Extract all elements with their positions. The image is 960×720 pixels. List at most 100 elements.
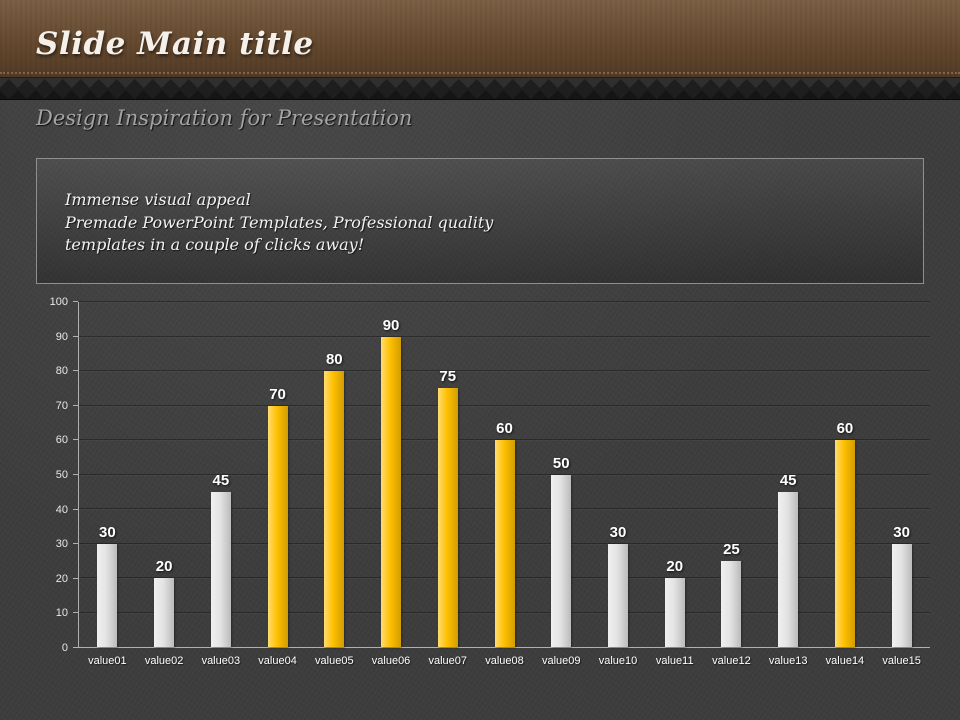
category-label: value03 bbox=[201, 655, 241, 667]
category-label: value09 bbox=[541, 655, 581, 667]
bar bbox=[834, 440, 855, 647]
bar bbox=[210, 491, 231, 647]
bar-column: 60 bbox=[817, 302, 874, 647]
gridline bbox=[79, 439, 930, 440]
textbox-line: Premade PowerPoint Templates, Profession… bbox=[65, 212, 494, 232]
y-tick-mark bbox=[73, 508, 78, 510]
category-label: value02 bbox=[144, 655, 184, 667]
category-label: value12 bbox=[712, 655, 751, 667]
y-tick-label: 100 bbox=[49, 296, 68, 308]
y-tick-label: 90 bbox=[55, 330, 68, 343]
bar bbox=[721, 560, 742, 647]
y-tick-mark bbox=[73, 577, 78, 579]
y-tick-label: 20 bbox=[55, 572, 68, 585]
y-tick-mark bbox=[73, 301, 78, 302]
y-tick-mark bbox=[73, 647, 78, 648]
bar-column: 45 bbox=[192, 302, 249, 647]
bar-chart: 0 10 20 30 40 50 60 70 80 90 100 30 20 45 70 80 90 75 60 5… bbox=[40, 296, 930, 667]
bar bbox=[437, 388, 458, 647]
bar-value-label: 30 bbox=[99, 523, 116, 541]
bar-column: 20 bbox=[646, 302, 703, 647]
category-label: value05 bbox=[315, 655, 354, 667]
bar-value-label: 25 bbox=[723, 540, 740, 558]
y-tick-mark bbox=[73, 335, 78, 337]
gridline bbox=[79, 404, 930, 406]
bar-value-label: 75 bbox=[439, 368, 457, 386]
y-tick-label: 0 bbox=[61, 642, 68, 654]
bar-column: 30 bbox=[79, 302, 136, 647]
bar bbox=[551, 474, 572, 647]
bar-column: 80 bbox=[306, 302, 363, 647]
textbox: Immense visual appeal Premade PowerPoint… bbox=[36, 158, 924, 284]
gridline bbox=[79, 301, 930, 302]
bar-column: 45 bbox=[760, 302, 817, 647]
y-tick-label: 60 bbox=[55, 434, 68, 447]
y-tick-label: 40 bbox=[55, 503, 68, 516]
y-tick-label: 50 bbox=[55, 469, 68, 481]
bar bbox=[891, 543, 912, 647]
category-label: value04 bbox=[258, 655, 297, 667]
bar-value-label: 70 bbox=[269, 385, 286, 403]
y-tick-mark bbox=[73, 370, 78, 372]
y-tick-mark bbox=[73, 612, 78, 614]
bar-column: 50 bbox=[533, 302, 590, 647]
bar-value-label: 30 bbox=[609, 523, 627, 541]
bar-column: 20 bbox=[136, 302, 193, 647]
category-label: value06 bbox=[371, 655, 411, 667]
bar-column: 30 bbox=[873, 302, 930, 647]
y-tick-mark bbox=[73, 543, 78, 545]
bar-column: 30 bbox=[590, 302, 647, 647]
y-tick-label: 80 bbox=[55, 365, 68, 378]
slide-header: Slide Main title bbox=[0, 0, 960, 78]
bars: 30 20 45 70 80 90 75 60 50 30 20 25 45 60 30 bbox=[79, 302, 930, 647]
bar-value-label: 45 bbox=[779, 471, 797, 489]
gridline bbox=[79, 335, 930, 337]
bar bbox=[664, 578, 685, 647]
bar-value-label: 90 bbox=[382, 316, 400, 334]
bar-value-label: 20 bbox=[155, 558, 173, 575]
bar-value-label: 30 bbox=[893, 523, 910, 541]
category-label: value11 bbox=[655, 655, 694, 667]
textbox-line: Immense visual appeal bbox=[65, 190, 251, 209]
bar-column: 70 bbox=[249, 302, 306, 647]
category-label: value10 bbox=[598, 655, 638, 667]
y-tick-label: 30 bbox=[55, 538, 68, 551]
slide-title: Slide Main title bbox=[36, 25, 314, 62]
y-tick-mark bbox=[73, 474, 78, 475]
bar bbox=[494, 440, 515, 647]
bar-value-label: 45 bbox=[212, 471, 230, 489]
category-label: value13 bbox=[768, 655, 808, 667]
textbox-line: templates in a couple of clicks away! bbox=[65, 235, 365, 255]
plot-area: 30 20 45 70 80 90 75 60 50 30 20 25 45 60 30 bbox=[78, 301, 930, 648]
y-tick-label: 70 bbox=[55, 399, 68, 412]
y-tick-mark bbox=[73, 439, 78, 441]
bar-value-label: 60 bbox=[496, 420, 513, 437]
bar bbox=[381, 336, 402, 647]
bar-column: 90 bbox=[363, 302, 420, 647]
bar-value-label: 50 bbox=[552, 454, 570, 472]
bar-column: 60 bbox=[476, 302, 533, 647]
bar-column: 25 bbox=[703, 302, 760, 647]
category-label: value15 bbox=[882, 655, 921, 667]
zigzag-divider bbox=[0, 78, 960, 100]
bar bbox=[778, 491, 799, 647]
bar-value-label: 20 bbox=[666, 558, 684, 575]
bar bbox=[97, 543, 118, 647]
bar bbox=[324, 371, 345, 647]
bar bbox=[607, 543, 628, 647]
bar-column: 75 bbox=[419, 302, 476, 647]
category-label: value08 bbox=[485, 655, 524, 667]
x-axis: value01 value02 value03 value04 value05 value… bbox=[79, 648, 930, 667]
category-label: value01 bbox=[88, 655, 127, 667]
category-label: value14 bbox=[825, 655, 865, 667]
y-axis: 0 10 20 30 40 50 60 70 80 90 100 bbox=[40, 296, 78, 654]
bar bbox=[154, 578, 175, 647]
bar bbox=[267, 405, 288, 647]
bar-value-label: 60 bbox=[836, 420, 854, 437]
y-tick-label: 10 bbox=[55, 607, 68, 620]
bar-value-label: 80 bbox=[325, 351, 343, 368]
slide-subtitle: Design Inspiration for Presentation bbox=[36, 106, 413, 130]
y-tick-mark bbox=[73, 404, 78, 406]
category-label: value07 bbox=[428, 655, 468, 667]
